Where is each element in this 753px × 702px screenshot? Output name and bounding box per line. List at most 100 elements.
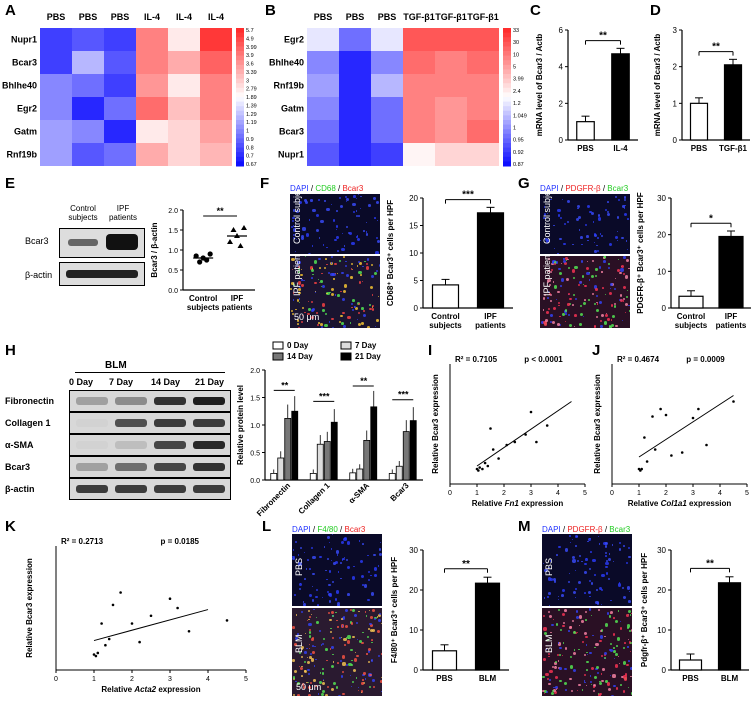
heat-cell <box>339 120 371 143</box>
y-tick-label: 6 <box>559 26 564 35</box>
scale-cell <box>236 133 244 139</box>
scale-cell <box>236 124 244 130</box>
heat-cell <box>136 120 168 143</box>
x-axis-label-part: expression <box>156 685 201 694</box>
y-tick-label: 1.0 <box>250 423 260 430</box>
scatter-chart-k: 0 1 2 3 4 5 R² = 0.2713 p = 0.0185 Relative Acta… <box>25 537 248 694</box>
data-point <box>227 239 233 244</box>
micro-m-pbs: PBS <box>542 534 632 606</box>
panel-label-h: H <box>5 342 16 359</box>
bar <box>678 295 704 309</box>
scale-label: 1.049 <box>513 113 527 119</box>
x-tick-label: BLM <box>721 674 739 683</box>
heat-cell <box>72 120 104 143</box>
heat-cell <box>104 51 136 74</box>
panel-label-a: A <box>5 2 16 19</box>
y-tick-label: 1.5 <box>250 396 260 403</box>
heat-cell <box>104 120 136 143</box>
bar-chart-l: 0 10 20 30 PBS BLM ** F4/80⁺ Bcar3⁺ cells per H… <box>390 546 509 683</box>
legend-label: 21 Day <box>355 352 381 361</box>
heat-cell <box>72 74 104 97</box>
data-point <box>237 243 244 248</box>
scale-cell <box>236 74 244 80</box>
scale-cell <box>236 87 244 93</box>
heat-cell <box>200 74 232 97</box>
heat-row-label: Gatm <box>14 127 37 137</box>
heat-cell <box>371 143 403 166</box>
y-axis-label: F4/80⁺ Bcar3⁺ cells per HPF <box>390 557 399 663</box>
panel-label-m: M <box>518 518 531 535</box>
legend-label: 7 Day <box>355 341 377 350</box>
scale-cell <box>503 64 511 70</box>
scale-cell <box>236 60 244 66</box>
x-tick-label: 3 <box>168 676 172 683</box>
heat-row-label: Nupr1 <box>278 150 304 160</box>
x-tick-label: 1 <box>92 676 96 683</box>
bar <box>718 235 744 309</box>
data-point <box>477 469 480 472</box>
bar <box>474 582 501 671</box>
x-tick-label: Bcar3 <box>389 481 411 503</box>
micro-g-header: DAPI / PDGFR-β / Bcar3 <box>540 184 629 193</box>
data-point <box>691 416 695 420</box>
western-blot-e: Control subjects IPF patients Bcar3 β-ac… <box>25 200 145 310</box>
scale-cell <box>503 83 511 89</box>
data-point <box>193 253 199 259</box>
bar <box>284 418 292 481</box>
y-tick-label: 0.0 <box>168 288 178 295</box>
scale-label: 5.7 <box>246 28 254 34</box>
data-point <box>645 460 649 463</box>
x-tick-label: PBS <box>436 674 453 683</box>
data-point <box>111 603 115 607</box>
scale-label: 3.39 <box>246 70 257 76</box>
scale-cell <box>503 92 511 98</box>
heat-cell <box>72 143 104 166</box>
blot-e-col1: Control subjects <box>68 204 98 222</box>
heat-cell <box>467 97 499 120</box>
y-axis-label: mRNA level of Bcar3 / Actb <box>653 34 662 137</box>
x-tick-label: 5 <box>244 676 248 683</box>
panel-label-k: K <box>5 518 16 535</box>
x-tick-label: 0 <box>448 490 452 497</box>
heat-cell <box>168 143 200 166</box>
scale-cell <box>236 161 244 167</box>
scale-label: 0.7 <box>246 154 254 160</box>
scale-cell <box>503 129 511 135</box>
bar <box>291 410 299 481</box>
scale-label: 0.67 <box>246 162 257 168</box>
data-point <box>489 427 492 430</box>
heat-col-label: IL-4 <box>144 12 160 22</box>
heat-col-label: PBS <box>346 12 365 22</box>
r-squared: R² = 0.7105 <box>455 355 498 364</box>
heat-cell <box>435 143 467 166</box>
blot-e-row1: Bcar3 <box>25 236 49 246</box>
blot-h-row-label: α-SMA <box>5 440 34 450</box>
x-tick-label: 2 <box>130 676 134 683</box>
bar <box>431 284 460 309</box>
x-axis-label-part: expression <box>687 499 732 508</box>
heat-cell <box>403 143 435 166</box>
heat-cell <box>104 74 136 97</box>
data-point <box>651 415 654 418</box>
bar <box>349 472 357 481</box>
y-tick-label: 30 <box>657 546 666 555</box>
y-tick-label: 2 <box>559 99 564 108</box>
x-axis-label-part: Relative <box>101 685 134 694</box>
p-value: p = 0.0185 <box>161 537 200 546</box>
y-tick-label: 1 <box>673 99 678 108</box>
x-tick-label: BLM <box>479 674 497 683</box>
scale-cell <box>503 115 511 121</box>
regression-line <box>476 401 572 467</box>
heat-cell <box>40 97 72 120</box>
scale-label: 1.2 <box>513 101 521 107</box>
x-tick-label: patients <box>222 303 253 312</box>
y-tick-label: 4 <box>559 63 564 72</box>
heat-cell <box>200 120 232 143</box>
bar <box>316 443 324 481</box>
heat-cell <box>339 51 371 74</box>
blot-h-col2: 14 Day <box>151 377 181 387</box>
data-point <box>705 443 708 447</box>
scale-cell <box>236 32 244 38</box>
scale-label: 1.39 <box>246 103 257 109</box>
bar <box>363 440 371 481</box>
